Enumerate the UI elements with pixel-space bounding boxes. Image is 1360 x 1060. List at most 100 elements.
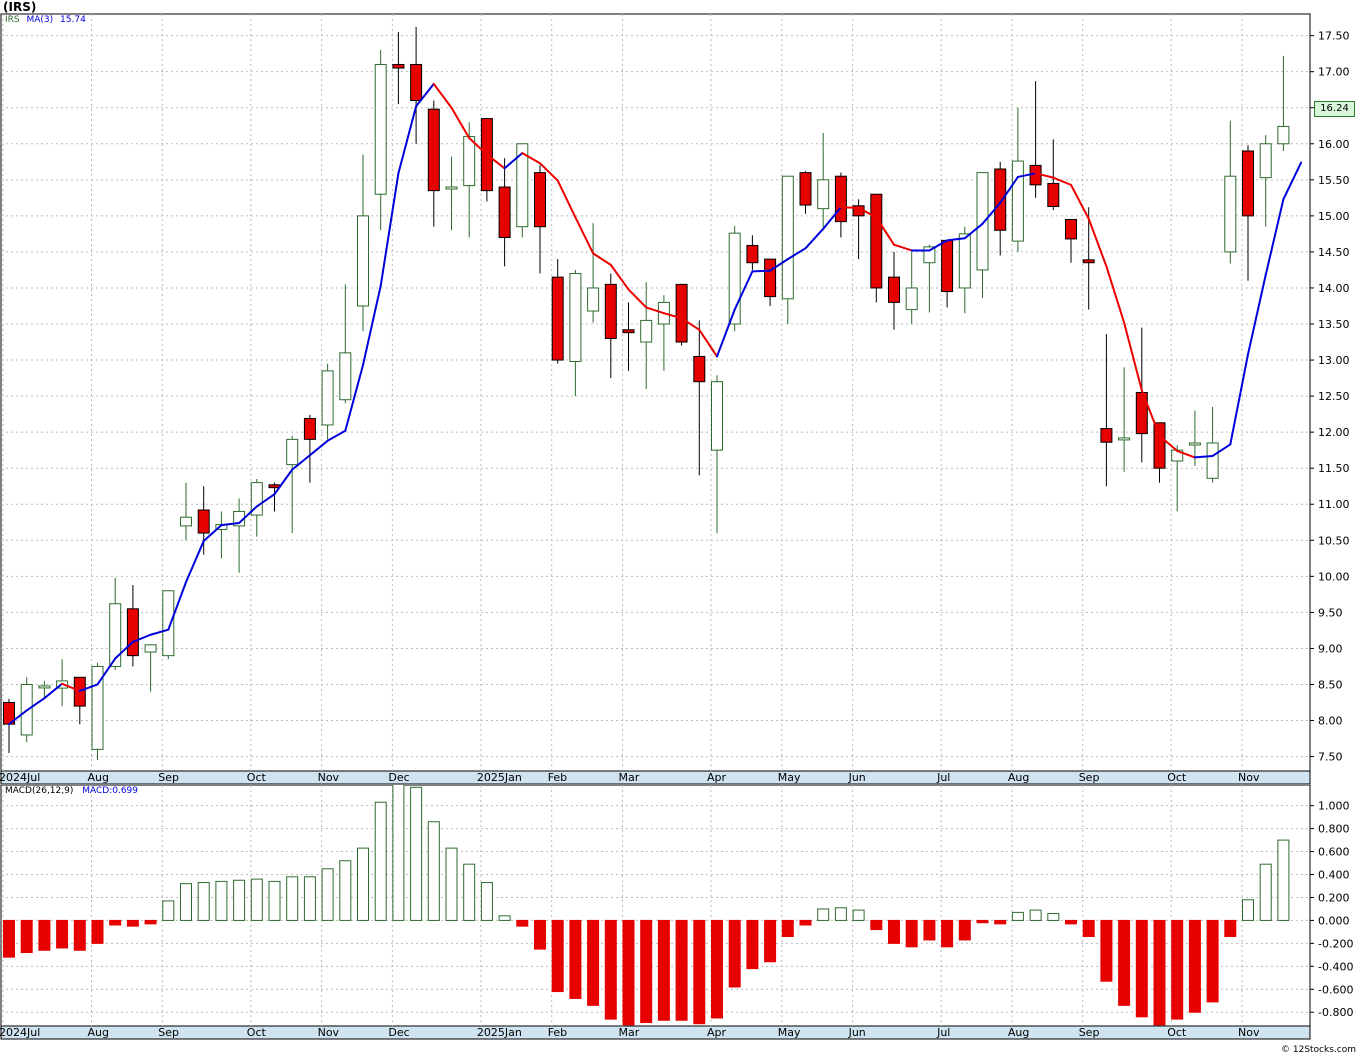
macd-bar <box>728 919 741 988</box>
macd-bar <box>516 919 529 927</box>
candle-body <box>126 608 139 657</box>
macd-bar <box>38 919 51 951</box>
candle-body <box>569 273 582 362</box>
macd-y-tick-label: -0.800 <box>1318 1006 1353 1019</box>
macd-bar <box>197 882 210 921</box>
macd-bar <box>905 919 918 948</box>
macd-bar <box>569 919 582 999</box>
macd-bar <box>144 919 157 925</box>
candle-body <box>693 355 706 383</box>
macd-bar <box>303 876 316 921</box>
candle-body <box>197 509 210 534</box>
candle-body <box>463 136 476 187</box>
macd-bar <box>941 919 954 948</box>
macd-bar <box>675 919 688 1021</box>
macd-x-tick-label: Sep <box>158 1026 179 1039</box>
candle-body <box>675 283 688 343</box>
candle-body <box>1047 182 1060 207</box>
macd-bar <box>3 919 15 958</box>
macd-y-tick-label: 0.600 <box>1318 846 1350 859</box>
macd-chart-panel: -0.800 -0.600 -0.400 -0.200 0.000 0.200 0.400 0… <box>0 783 1360 1056</box>
macd-y-tick-label: -0.600 <box>1318 983 1353 996</box>
candle-body <box>109 603 122 667</box>
ma-line-segment <box>804 227 825 250</box>
macd-x-tick-label: Oct <box>247 1026 267 1039</box>
macd-x-tick-label: 2025Jan <box>477 1026 522 1039</box>
candle-body <box>427 108 440 192</box>
candle-body <box>728 232 741 325</box>
legend-symbol: IRS <box>5 15 20 25</box>
macd-bar <box>1047 913 1060 921</box>
legend-ma-value: 15.74 <box>60 15 86 25</box>
macd-bar <box>587 919 600 1006</box>
ma-line-segment <box>291 454 311 471</box>
ma-line-segment <box>397 105 418 175</box>
ma-line-segment <box>8 709 28 726</box>
candle-body <box>799 172 812 206</box>
ma-line-segment <box>344 364 364 432</box>
x-tick-label: Apr <box>707 771 727 784</box>
macd-x-tick-label: Nov <box>318 1026 340 1039</box>
x-tick-label: Mar <box>619 771 640 784</box>
macd-y-tick-label: 1.000 <box>1318 800 1350 813</box>
ma-line-segment <box>96 657 117 686</box>
macd-bar <box>781 919 794 937</box>
macd-bar <box>534 919 546 950</box>
candle-body <box>1206 442 1219 479</box>
macd-bar <box>445 847 458 921</box>
candle-body <box>604 283 617 339</box>
macd-bar <box>923 919 936 941</box>
y-tick-label: 13.50 <box>1318 318 1350 331</box>
candle-body <box>516 143 529 228</box>
candle-body <box>410 63 423 102</box>
ma-line-segment <box>1247 273 1267 356</box>
ma-line-segment <box>131 633 152 643</box>
ma-line-segment <box>450 106 471 140</box>
macd-bar <box>1082 919 1095 937</box>
candle-body <box>286 438 299 466</box>
ma-line-segment <box>1087 217 1108 268</box>
macd-bar <box>73 919 86 951</box>
ma-line-segment <box>185 540 205 584</box>
candle-body <box>374 63 387 195</box>
macd-bar <box>480 882 493 921</box>
macd-bar <box>1100 919 1113 982</box>
ma-line-segment <box>928 239 949 252</box>
x-tick-label: Jun <box>848 771 866 784</box>
y-tick-label: 14.50 <box>1318 246 1350 259</box>
ma-line-segment <box>1211 443 1232 457</box>
ma-line-segment <box>43 682 64 700</box>
macd-bar <box>109 919 122 926</box>
candle-body <box>339 352 352 401</box>
x-tick-label: Nov <box>1238 771 1260 784</box>
ma-line-segment <box>78 683 99 692</box>
macd-x-tick-label: Sep <box>1079 1026 1100 1039</box>
macd-bar <box>1135 919 1148 1018</box>
candle-body <box>1065 218 1077 240</box>
price-chart-panel: 7.50 8.00 8.50 9.00 9.50 10.00 10.50 11.00 11.50… <box>0 0 1355 785</box>
ma-line-segment <box>946 237 966 242</box>
y-tick-label: 17.00 <box>1318 66 1350 79</box>
macd-bar <box>1011 911 1024 921</box>
candle-body <box>144 644 157 653</box>
macd-x-tick-label: Apr <box>707 1026 727 1039</box>
ma-line-segment <box>202 524 223 543</box>
x-tick-label: Oct <box>1167 771 1187 784</box>
x-tick-label: Dec <box>388 771 409 784</box>
ma-line-segment <box>539 162 559 182</box>
ticker-label: (IRS) <box>3 0 37 14</box>
candle-body <box>180 516 192 527</box>
ma-line-segment <box>1158 434 1179 452</box>
ma-line-segment <box>1282 161 1303 201</box>
candle-body <box>1188 442 1201 446</box>
ma-line-segment <box>114 640 134 660</box>
macd-x-tick-label: Dec <box>388 1026 409 1039</box>
x-tick-label: Sep <box>1079 771 1100 784</box>
ma-line-segment <box>893 243 913 252</box>
ma-line-segment <box>415 82 435 108</box>
macd-bar <box>233 879 246 921</box>
y-tick-label: 13.00 <box>1318 354 1350 367</box>
ma-line-segment <box>716 308 736 358</box>
ma-line-segment <box>1264 198 1285 276</box>
macd-bar <box>1171 919 1184 1020</box>
